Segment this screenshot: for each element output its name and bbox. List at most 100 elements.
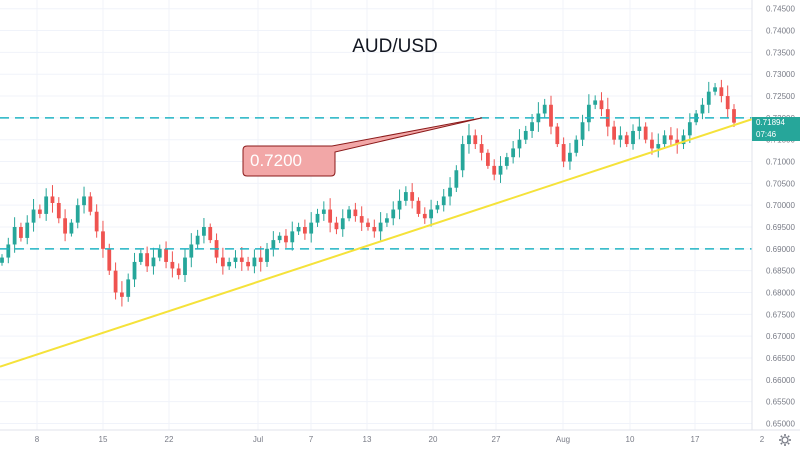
candle-body xyxy=(265,249,269,262)
candle-body xyxy=(6,244,10,257)
candle-body xyxy=(158,249,162,258)
candle-body xyxy=(316,214,320,223)
candle-body xyxy=(221,258,225,267)
candle-body xyxy=(656,144,660,148)
candle-body xyxy=(253,258,257,267)
price-tick-label: 0.66000 xyxy=(766,376,795,385)
candle-body xyxy=(568,153,572,162)
candle-body xyxy=(391,210,395,219)
candle-body xyxy=(631,131,635,144)
price-tick-label: 0.74500 xyxy=(766,5,795,14)
candle-body xyxy=(593,100,597,104)
price-tick-label: 0.70000 xyxy=(766,201,795,210)
candle-body xyxy=(543,105,547,114)
price-tick-label: 0.67000 xyxy=(766,332,795,341)
price-tick-label: 0.66500 xyxy=(766,354,795,363)
candle-body xyxy=(32,210,36,223)
candle-body xyxy=(467,135,471,144)
candle-body xyxy=(183,258,187,275)
candle-body xyxy=(19,227,23,238)
candle-body xyxy=(145,253,149,266)
candle-body xyxy=(25,223,29,238)
candle-body xyxy=(486,153,490,166)
candle-body xyxy=(57,203,61,218)
candle-body xyxy=(701,105,705,114)
time-tick-label: 17 xyxy=(691,435,700,444)
candle-body xyxy=(44,196,48,213)
candle-body xyxy=(309,223,313,234)
candle-body xyxy=(511,148,515,157)
candle-body xyxy=(114,271,118,293)
candle-body xyxy=(600,100,604,109)
candle-body xyxy=(284,236,288,243)
candle-body xyxy=(227,262,231,266)
candle-body xyxy=(360,216,364,223)
candle-body xyxy=(713,87,717,91)
price-tick-label: 0.65000 xyxy=(766,419,795,428)
candle-body xyxy=(341,218,345,229)
candle-body xyxy=(347,210,351,219)
candle-body xyxy=(335,223,339,230)
candle-body xyxy=(63,218,67,233)
candle-body xyxy=(0,258,4,263)
candle-body xyxy=(51,196,55,203)
candle-body xyxy=(372,227,376,231)
candle-body xyxy=(95,212,99,232)
candle-body xyxy=(644,127,648,140)
time-tick-label: 10 xyxy=(626,435,635,444)
candle-body xyxy=(234,258,238,262)
candle-body xyxy=(650,140,654,149)
price-callout-label: 0.7200 xyxy=(250,151,302,170)
candle-body xyxy=(353,210,357,217)
candle-body xyxy=(625,135,629,144)
candle-body xyxy=(436,205,440,209)
candle-body xyxy=(385,218,389,222)
candle-body xyxy=(196,236,200,245)
time-tick-label: 27 xyxy=(492,435,501,444)
candle-body xyxy=(492,166,496,175)
candle-body xyxy=(524,131,528,140)
price-tick-label: 0.68000 xyxy=(766,288,795,297)
candle-body xyxy=(259,258,263,262)
time-tick-label: 20 xyxy=(429,435,438,444)
price-tick-label: 0.71000 xyxy=(766,158,795,167)
time-tick-label: 13 xyxy=(363,435,372,444)
candle-body xyxy=(164,249,168,262)
candle-body xyxy=(208,227,212,240)
candle-body xyxy=(366,223,370,227)
candle-body xyxy=(732,109,736,123)
candle-body xyxy=(82,196,86,205)
candle-body xyxy=(240,258,244,262)
candle-body xyxy=(726,96,730,109)
last-price-label: 0.71894 xyxy=(752,117,800,129)
candle-body xyxy=(423,214,427,218)
candle-body xyxy=(587,105,591,122)
candle-body xyxy=(88,196,92,211)
price-tick-label: 0.68500 xyxy=(766,267,795,276)
candle-body xyxy=(719,87,723,96)
price-tick-label: 0.74000 xyxy=(766,27,795,36)
candle-body xyxy=(518,140,522,149)
candle-body xyxy=(177,268,181,275)
candle-body xyxy=(574,140,578,153)
candle-body xyxy=(13,227,17,244)
candle-body xyxy=(398,201,402,210)
candle-body xyxy=(473,135,477,144)
candle-body xyxy=(133,262,137,279)
time-tick-label: Aug xyxy=(556,435,570,444)
candle-body xyxy=(107,249,111,271)
candle-body xyxy=(461,144,465,170)
time-tick-label: 2 xyxy=(760,435,765,444)
candle-body xyxy=(278,236,282,240)
candle-body xyxy=(480,144,484,153)
candle-body xyxy=(76,205,80,222)
candle-body xyxy=(669,135,673,139)
candle-body xyxy=(303,227,307,234)
price-tick-label: 0.72500 xyxy=(766,92,795,101)
candle-body xyxy=(189,244,193,257)
candle-body xyxy=(707,92,711,105)
candle-body xyxy=(170,262,174,269)
